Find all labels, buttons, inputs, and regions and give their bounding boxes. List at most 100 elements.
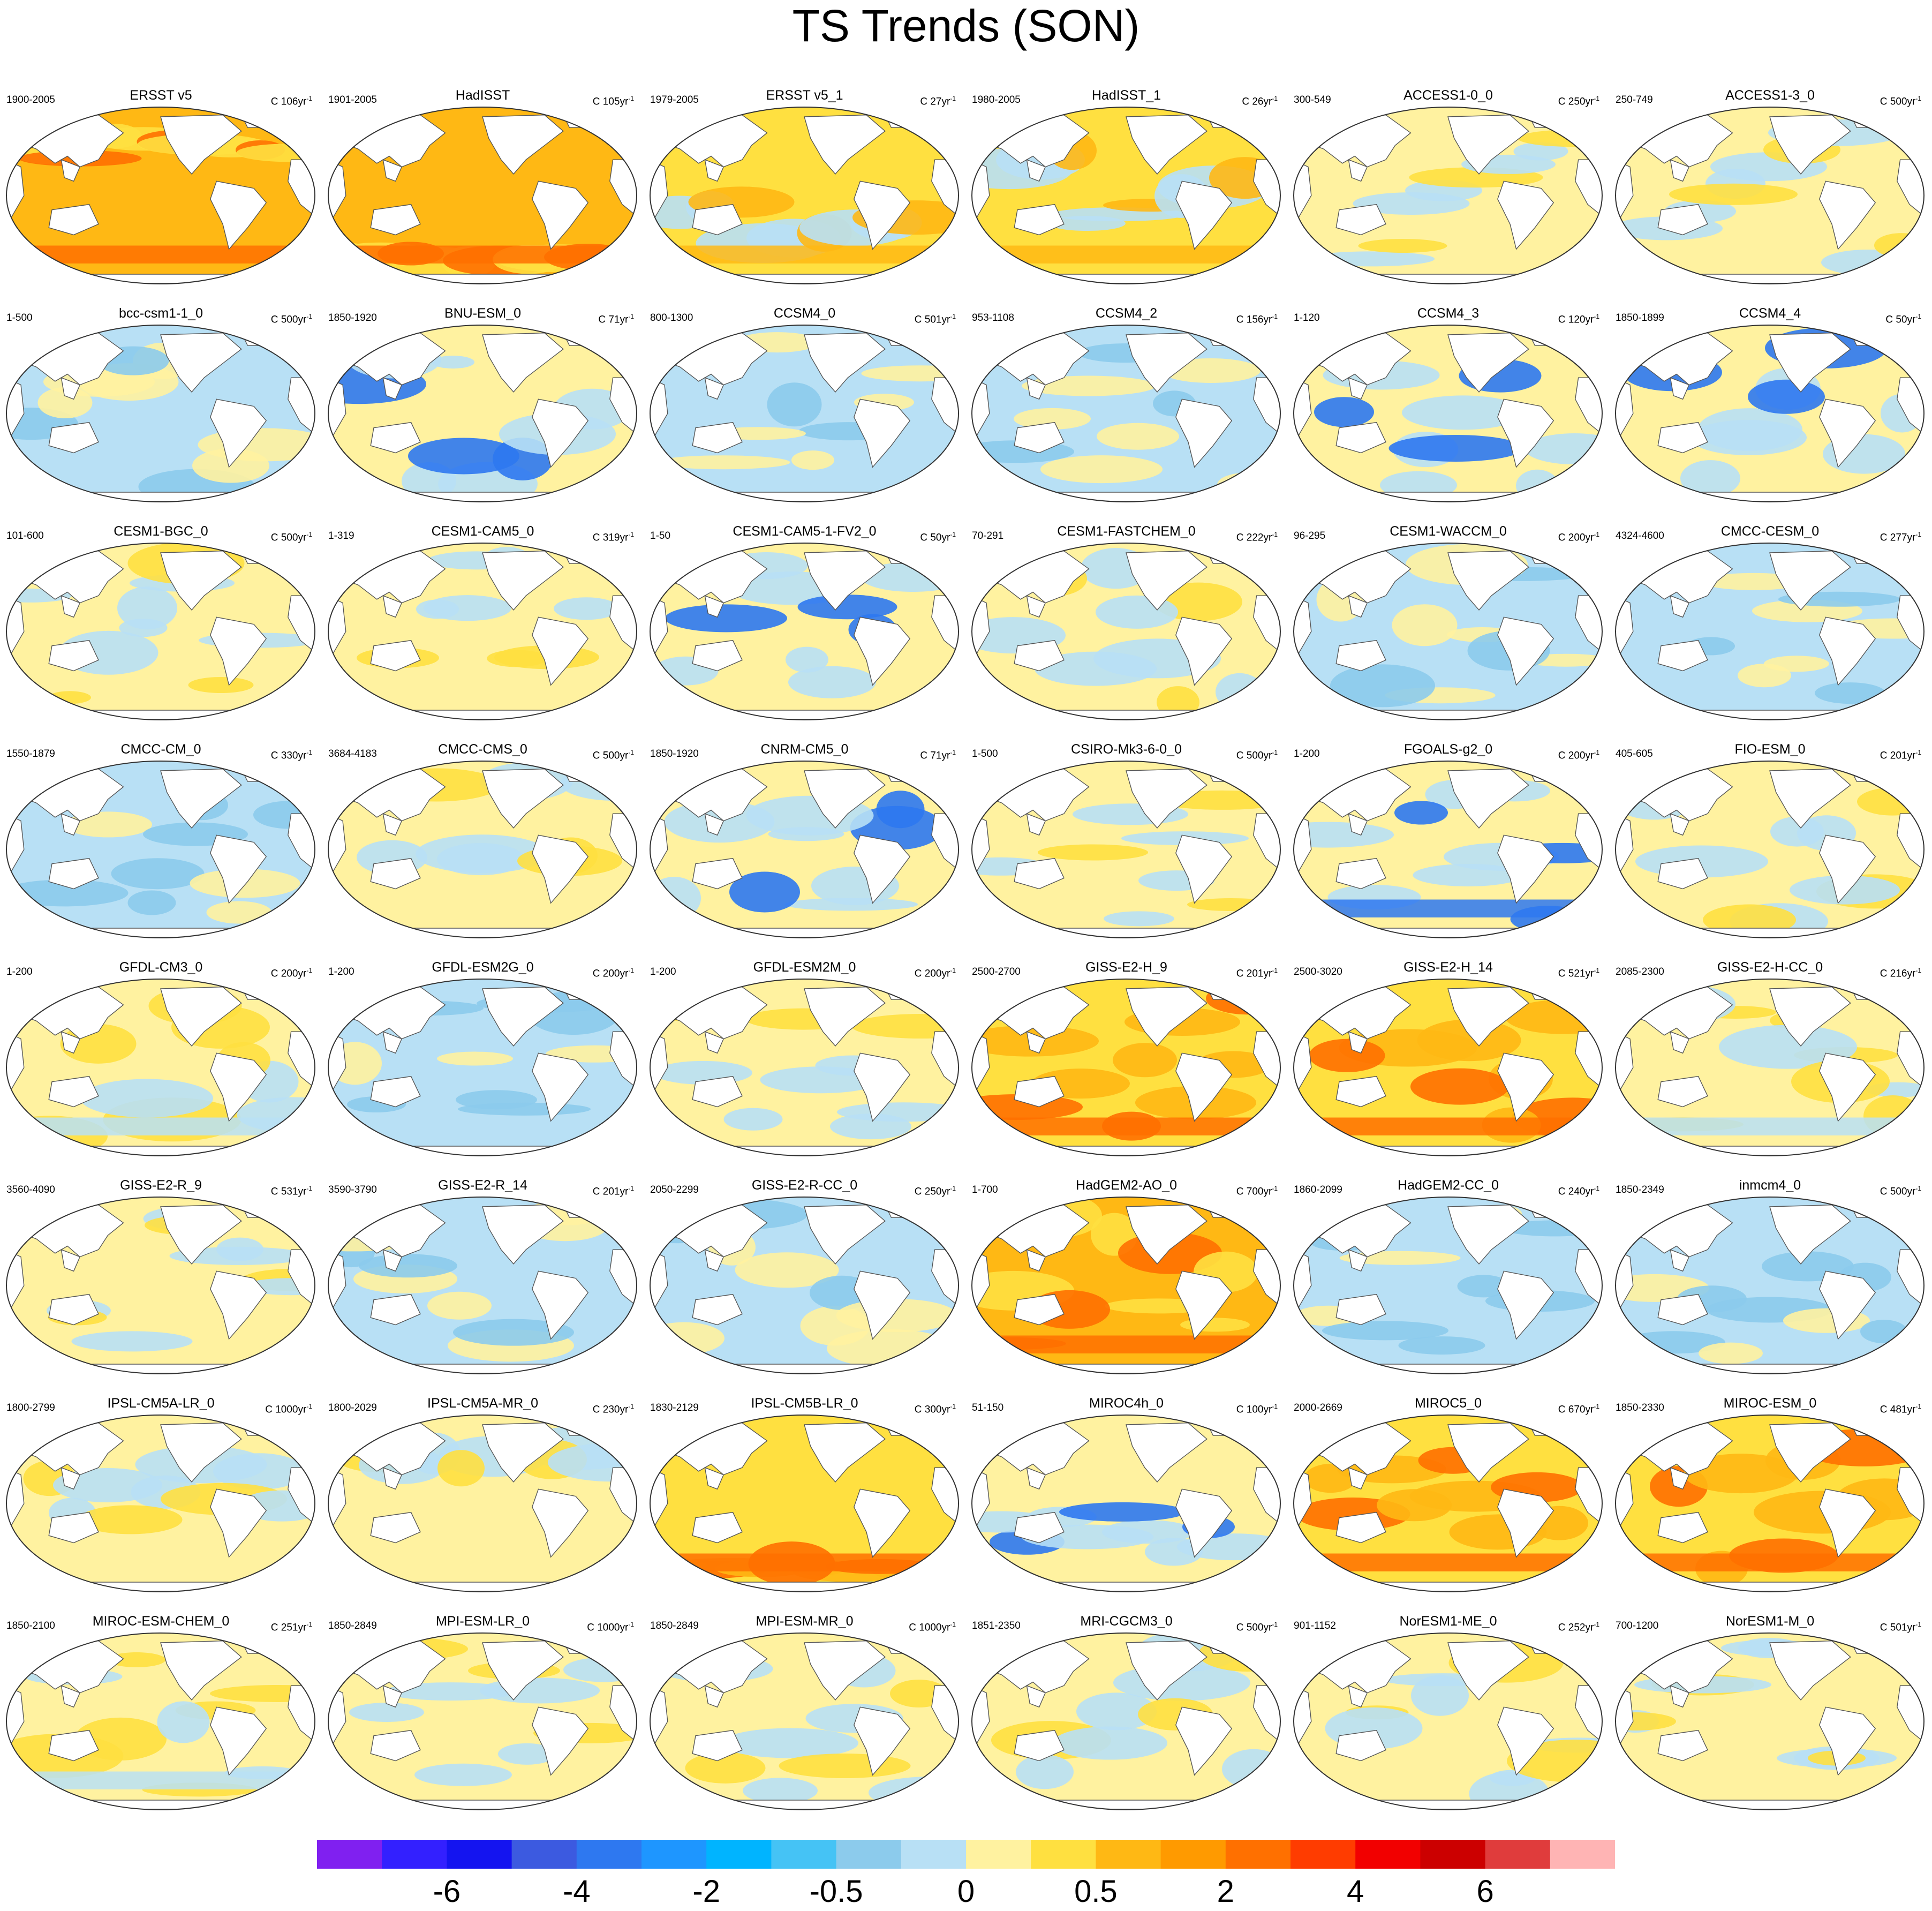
globe-map xyxy=(1293,761,1603,938)
globe-map xyxy=(328,543,637,720)
panel-scale: C 500yr-1 xyxy=(1880,1185,1921,1198)
map-panel: ERSST v5_1 1979-2005 C 27yr-1 xyxy=(644,70,965,287)
globe-map xyxy=(1615,325,1925,502)
map-panel: NorESM1-ME_0 901-1152 C 252yr-1 xyxy=(1287,1596,1609,1813)
panel-scale: C 501yr-1 xyxy=(914,313,956,326)
map-panel: IPSL-CM5A-MR_0 1800-2029 C 230yr-1 xyxy=(322,1378,644,1595)
panel-scale: C 251yr-1 xyxy=(270,1621,312,1634)
globe-map xyxy=(1293,325,1603,502)
panel-scale: C 252yr-1 xyxy=(1558,1621,1599,1634)
panel-title: MIROC-ESM-CHEM_0 xyxy=(92,1614,230,1629)
globe-map xyxy=(650,107,959,284)
panel-years: 1900-2005 xyxy=(6,94,55,106)
map-panel: CCSM4_2 953-1108 C 156yr-1 xyxy=(965,288,1287,505)
globe-map xyxy=(971,107,1281,284)
panel-scale: C 201yr-1 xyxy=(592,1185,634,1198)
panel-title: CESM1-CAM5-1-FV2_0 xyxy=(733,524,877,539)
panel-title: CESM1-BGC_0 xyxy=(114,524,208,539)
globe-map xyxy=(6,761,315,938)
globe-map xyxy=(6,543,315,720)
map-panel: CESM1-BGC_0 101-600 C 500yr-1 xyxy=(0,506,322,723)
panel-years: 2500-2700 xyxy=(972,966,1021,977)
panel-years: 953-1108 xyxy=(972,312,1014,323)
globe-map xyxy=(6,1415,315,1592)
map-panel: MPI-ESM-MR_0 1850-2849 C 1000yr-1 xyxy=(644,1596,965,1813)
panel-years: 4324-4600 xyxy=(1616,530,1664,541)
map-panel: CCSM4_4 1850-1899 C 50yr-1 xyxy=(1609,288,1931,505)
colorbar-tick-label: 0 xyxy=(957,1874,975,1909)
panel-scale: C 71yr-1 xyxy=(598,313,634,326)
panel-title: MIROC5_0 xyxy=(1414,1396,1482,1411)
map-panel: MIROC5_0 2000-2669 C 670yr-1 xyxy=(1287,1378,1609,1595)
map-panel: HadGEM2-AO_0 1-700 C 700yr-1 xyxy=(965,1160,1287,1377)
globe-map xyxy=(6,1632,315,1810)
map-panel: CSIRO-Mk3-6-0_0 1-500 C 500yr-1 xyxy=(965,724,1287,941)
globe-map xyxy=(328,979,637,1156)
panel-title: HadGEM2-AO_0 xyxy=(1076,1178,1177,1193)
panel-scale: C 1000yr-1 xyxy=(265,1403,312,1416)
panel-years: 1-200 xyxy=(6,966,33,977)
globe-map xyxy=(6,979,315,1156)
panel-years: 3684-4183 xyxy=(328,748,377,759)
colorbar-box xyxy=(1225,1840,1291,1869)
map-panel: FIO-ESM_0 405-605 C 201yr-1 xyxy=(1609,724,1931,941)
panel-years: 70-291 xyxy=(972,530,1004,541)
globe-map xyxy=(1615,979,1925,1156)
map-panel: GFDL-CM3_0 1-200 C 200yr-1 xyxy=(0,942,322,1159)
globe-map xyxy=(650,543,959,720)
globe-map xyxy=(328,1415,637,1592)
map-panel: CNRM-CM5_0 1850-1920 C 71yr-1 xyxy=(644,724,965,941)
colorbar-box xyxy=(1290,1840,1356,1869)
panel-title: ACCESS1-3_0 xyxy=(1725,88,1815,103)
globe-map xyxy=(1615,107,1925,284)
map-panel: NorESM1-M_0 700-1200 C 501yr-1 xyxy=(1609,1596,1931,1813)
panel-years: 1850-1920 xyxy=(650,748,699,759)
panel-scale: C 50yr-1 xyxy=(1885,313,1921,326)
map-panel: CCSM4_0 800-1300 C 501yr-1 xyxy=(644,288,965,505)
globe-map xyxy=(6,325,315,502)
panel-title: IPSL-CM5A-LR_0 xyxy=(107,1396,215,1411)
map-panel: CMCC-CESM_0 4324-4600 C 277yr-1 xyxy=(1609,506,1931,723)
map-panel: GISS-E2-H_14 2500-3020 C 521yr-1 xyxy=(1287,942,1609,1159)
panel-title: MRI-CGCM3_0 xyxy=(1080,1614,1173,1629)
map-panel: CMCC-CM_0 1550-1879 C 330yr-1 xyxy=(0,724,322,941)
panel-title: NorESM1-M_0 xyxy=(1725,1614,1815,1629)
panel-years: 1850-1920 xyxy=(328,312,377,323)
map-panel: CESM1-CAM5-1-FV2_0 1-50 C 50yr-1 xyxy=(644,506,965,723)
panel-years: 1800-2799 xyxy=(6,1402,55,1413)
panel-years: 1-700 xyxy=(972,1184,998,1195)
panel-scale: C 201yr-1 xyxy=(1236,967,1278,980)
map-panel: GISS-E2-R_14 3590-3790 C 201yr-1 xyxy=(322,1160,644,1377)
panel-scale: C 26yr-1 xyxy=(1242,95,1278,108)
map-panel: GISS-E2-R-CC_0 2050-2299 C 250yr-1 xyxy=(644,1160,965,1377)
panel-title: ACCESS1-0_0 xyxy=(1403,88,1493,103)
panel-title: CCSM4_0 xyxy=(773,306,836,321)
panel-scale: C 240yr-1 xyxy=(1558,1185,1599,1198)
globe-map xyxy=(1293,979,1603,1156)
panel-years: 1850-2849 xyxy=(650,1620,699,1631)
panel-title: CESM1-FASTCHEM_0 xyxy=(1057,524,1196,539)
panel-years: 1550-1879 xyxy=(6,748,55,759)
colorbar-tick-label: 2 xyxy=(1217,1874,1234,1909)
panel-title: CMCC-CMS_0 xyxy=(438,742,527,757)
colorbar xyxy=(317,1840,1615,1869)
panel-title: GISS-E2-H_9 xyxy=(1085,960,1167,975)
panel-years: 2000-2669 xyxy=(1294,1402,1342,1413)
colorbar-box xyxy=(642,1840,707,1869)
map-panel: CESM1-FASTCHEM_0 70-291 C 222yr-1 xyxy=(965,506,1287,723)
colorbar-box xyxy=(1031,1840,1096,1869)
panel-title: CCSM4_3 xyxy=(1417,306,1480,321)
panel-scale: C 106yr-1 xyxy=(270,95,312,108)
globe-map xyxy=(328,761,637,938)
panel-scale: C 300yr-1 xyxy=(914,1403,956,1416)
globe-map xyxy=(650,979,959,1156)
panel-years: 901-1152 xyxy=(1294,1620,1336,1631)
panel-years: 1-50 xyxy=(650,530,671,541)
panel-title: MIROC-ESM_0 xyxy=(1723,1396,1817,1411)
panel-years: 1-500 xyxy=(972,748,998,759)
panel-title: CESM1-CAM5_0 xyxy=(431,524,534,539)
globe-map xyxy=(1293,1197,1603,1374)
globe-map xyxy=(971,761,1281,938)
panel-scale: C 501yr-1 xyxy=(1880,1621,1921,1634)
globe-map xyxy=(1615,761,1925,938)
